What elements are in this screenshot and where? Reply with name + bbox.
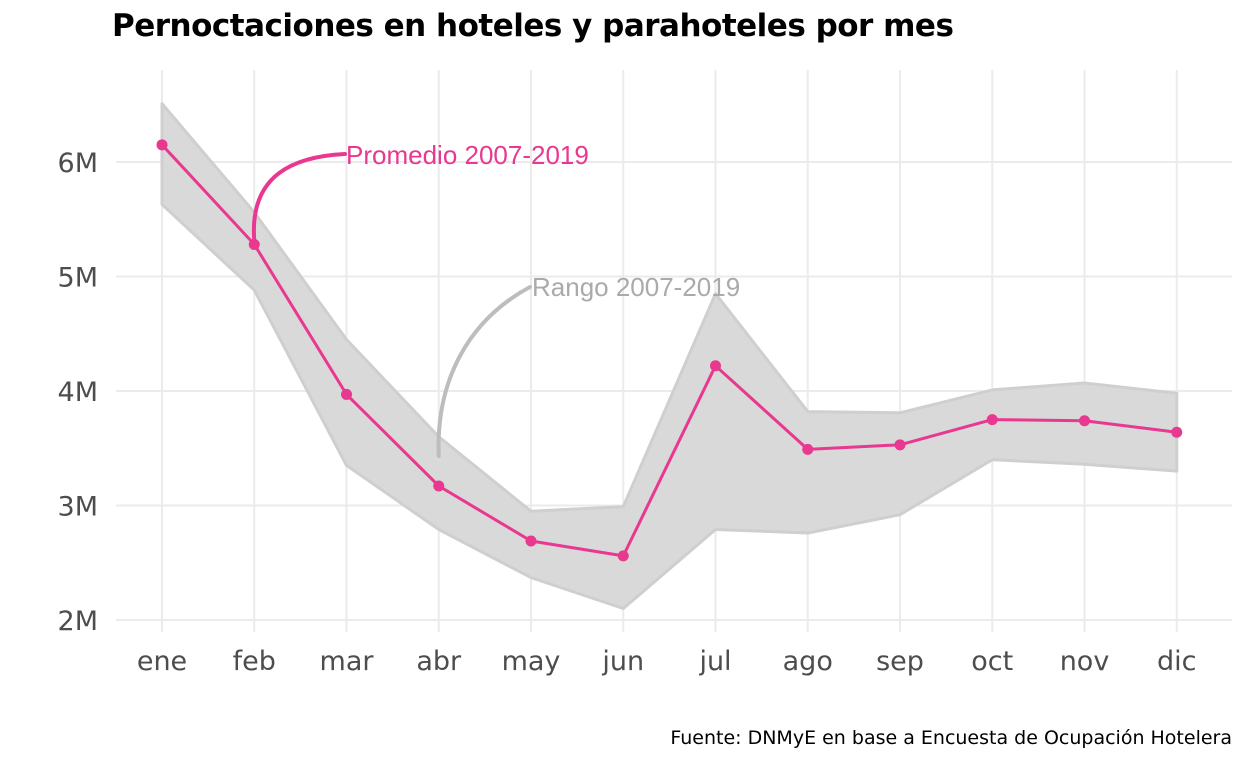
y-tick-label: 3M xyxy=(58,492,98,523)
data-point xyxy=(1171,426,1183,438)
chart-title: Pernoctaciones en hoteles y parahoteles … xyxy=(112,8,954,44)
data-point xyxy=(433,480,445,492)
x-tick-label: ago xyxy=(783,646,833,677)
x-tick-label: oct xyxy=(971,646,1013,677)
range-band xyxy=(160,102,1179,610)
x-tick-label: abr xyxy=(416,646,462,677)
series-line xyxy=(160,143,1177,558)
data-point xyxy=(802,443,814,455)
y-tick-label: 6M xyxy=(58,148,98,179)
x-tick-label: nov xyxy=(1060,646,1110,677)
series-points xyxy=(156,139,1183,562)
data-point xyxy=(894,439,906,451)
x-tick-label: may xyxy=(502,646,561,677)
data-point xyxy=(1079,415,1090,427)
x-tick-label: jul xyxy=(698,646,731,677)
annotation-label: Promedio 2007-2019 xyxy=(346,140,589,170)
range-band-area xyxy=(160,102,1179,610)
x-tick-label: ene xyxy=(137,646,187,677)
series-lines xyxy=(160,143,1177,558)
x-tick-label: sep xyxy=(876,646,924,677)
annotation-label: Rango 2007-2019 xyxy=(532,272,740,302)
x-tick-label: jun xyxy=(601,646,644,677)
x-tick-label: dic xyxy=(1157,646,1197,677)
x-tick-label: feb xyxy=(233,646,276,677)
y-tick-label: 4M xyxy=(58,377,98,408)
axis-labels: 2M 3M 4M 5M 6M ene feb mar abr may jun jul ago sep oct… xyxy=(58,148,1197,677)
y-tick-label: 5M xyxy=(58,263,98,294)
y-tick-label: 2M xyxy=(58,606,98,637)
data-point xyxy=(341,388,352,400)
data-point xyxy=(986,414,998,426)
annotation-leader xyxy=(251,152,347,243)
annotation-leader xyxy=(436,285,532,458)
source-caption: Fuente: DNMyE en base a Encuesta de Ocup… xyxy=(670,727,1232,749)
x-tick-label: mar xyxy=(320,646,375,677)
data-point xyxy=(156,139,168,151)
data-point xyxy=(248,238,260,250)
data-point xyxy=(617,550,629,562)
data-point xyxy=(710,360,721,372)
data-point xyxy=(525,535,537,547)
annotations: Promedio 2007-2019 Rango 2007-2019 xyxy=(251,140,740,458)
